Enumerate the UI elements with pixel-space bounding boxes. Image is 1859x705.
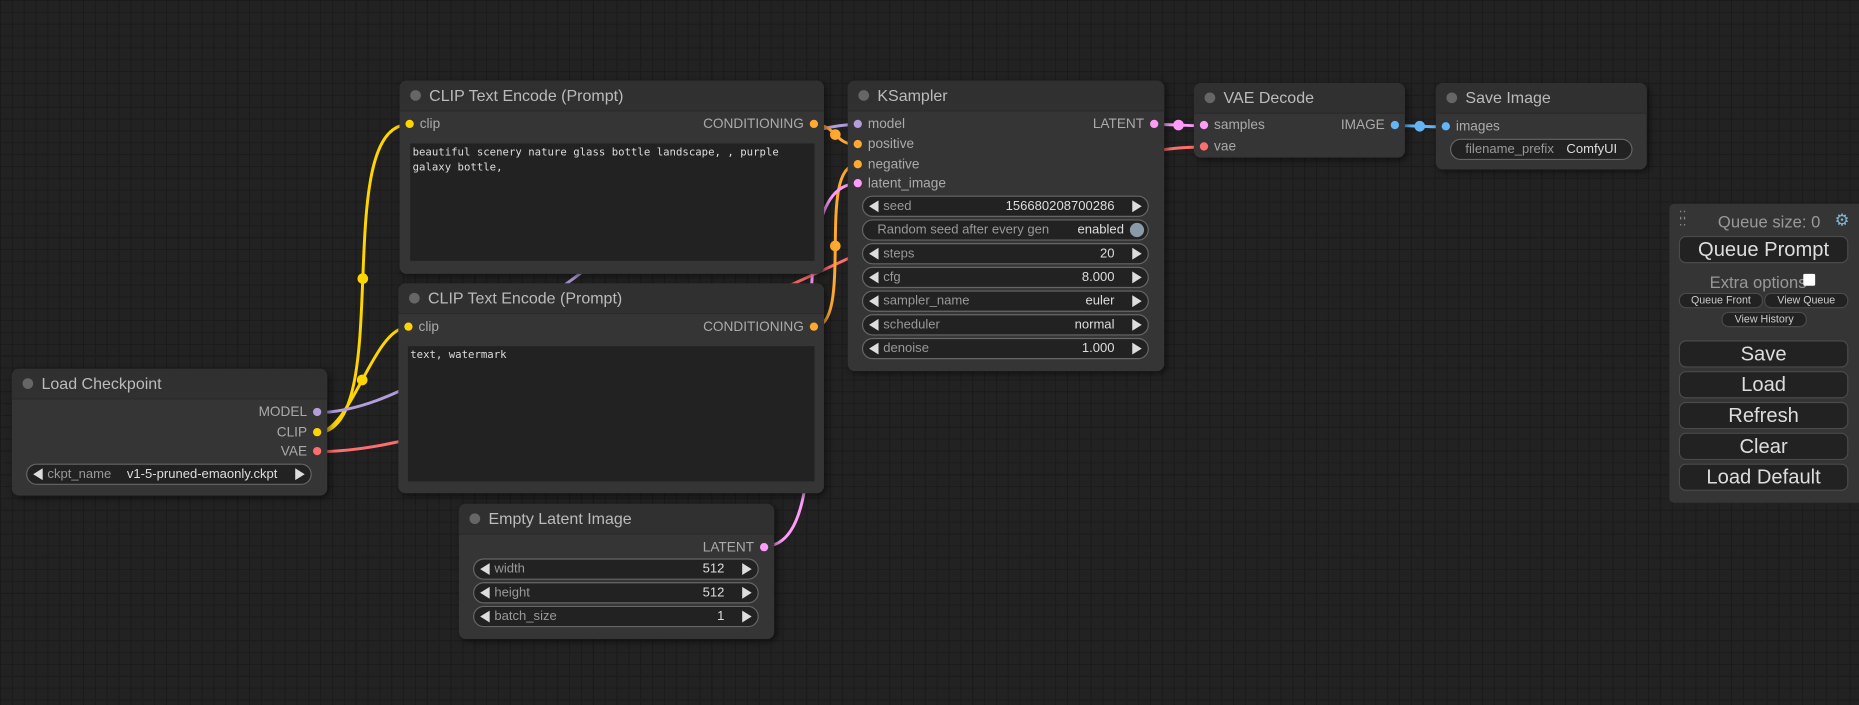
drag-handle-icon[interactable]: ⁚⁚ ⁚⁚ <box>1678 209 1687 229</box>
sampler-name-widget[interactable]: sampler_name euler <box>861 290 1149 312</box>
empty-latent-image-node[interactable]: Empty Latent Image LATENT width 512 height… <box>458 503 775 640</box>
arrow-right-icon[interactable] <box>295 468 305 481</box>
scheduler-widget[interactable]: scheduler normal <box>861 314 1149 336</box>
arrow-right-icon[interactable] <box>1132 247 1142 260</box>
positive-link-center-handle[interactable] <box>829 129 841 140</box>
arrow-right-icon[interactable] <box>1132 200 1142 213</box>
arrow-left-icon[interactable] <box>33 468 43 481</box>
clip-text-encode-negative-node[interactable]: CLIP Text Encode (Prompt) clip CONDITION… <box>398 283 824 494</box>
arrow-left-icon[interactable] <box>869 247 879 260</box>
prompt-textarea[interactable]: text, watermark <box>407 346 815 482</box>
output-image[interactable]: IMAGE <box>1341 117 1400 134</box>
arrow-right-icon[interactable] <box>742 586 752 599</box>
arrow-right-icon[interactable] <box>1132 318 1142 331</box>
node-title[interactable]: CLIP Text Encode (Prompt) <box>398 283 824 315</box>
denoise-widget[interactable]: denoise 1.000 <box>861 337 1149 360</box>
seed-widget[interactable]: seed 156680208700286 <box>861 195 1149 217</box>
output-latent[interactable]: LATENT <box>1093 116 1159 133</box>
collapse-dot-icon[interactable] <box>1204 92 1216 104</box>
prompt-textarea[interactable]: beautiful scenery nature glass bottle la… <box>410 143 815 261</box>
arrow-right-icon[interactable] <box>742 563 752 576</box>
view-history-button[interactable]: View History <box>1721 311 1807 328</box>
clip-link-1-center-handle[interactable] <box>357 273 369 284</box>
output-latent[interactable]: LATENT <box>703 539 769 556</box>
arrow-right-icon[interactable] <box>1132 342 1142 355</box>
collapse-dot-icon[interactable] <box>1446 92 1458 104</box>
filename-prefix-input[interactable]: filename_prefix ComfyUI <box>1449 138 1633 161</box>
refresh-button[interactable]: Refresh <box>1678 401 1849 430</box>
queue-size-label: Queue size: 0 <box>1717 212 1821 232</box>
node-title[interactable]: Empty Latent Image <box>458 503 775 535</box>
node-title[interactable]: Save Image <box>1435 82 1647 114</box>
arrow-right-icon[interactable] <box>1132 271 1142 284</box>
arrow-left-icon[interactable] <box>480 586 490 599</box>
view-queue-button[interactable]: View Queue <box>1764 292 1849 309</box>
input-positive[interactable]: positive <box>853 136 914 153</box>
height-widget[interactable]: height 512 <box>473 582 759 604</box>
load-button[interactable]: Load <box>1678 371 1849 399</box>
arrow-left-icon[interactable] <box>869 200 879 213</box>
queue-front-button[interactable]: Queue Front <box>1678 292 1763 309</box>
cfg-widget[interactable]: cfg 8.000 <box>861 266 1149 289</box>
node-title[interactable]: VAE Decode <box>1193 82 1405 114</box>
collapse-dot-icon[interactable] <box>22 378 34 389</box>
collapse-dot-icon[interactable] <box>409 292 420 304</box>
queue-prompt-button[interactable]: Queue Prompt <box>1678 235 1849 264</box>
arrow-left-icon[interactable] <box>869 318 879 331</box>
arrow-right-icon[interactable] <box>742 610 752 623</box>
vae-decode-node[interactable]: VAE Decode samples vae IMAGE <box>1193 82 1405 158</box>
ckpt-name-combo[interactable]: ckpt_name v1-5-pruned-emaonly.ckpt <box>26 463 312 485</box>
arrow-right-icon[interactable] <box>1132 295 1142 308</box>
clip-link-2-center-handle[interactable] <box>356 374 368 386</box>
extra-options-checkbox[interactable] <box>1803 273 1816 286</box>
steps-widget[interactable]: steps 20 <box>861 243 1149 265</box>
collapse-dot-icon[interactable] <box>410 90 421 101</box>
save-button[interactable]: Save <box>1678 340 1849 368</box>
side-menu: ⁚⁚ ⁚⁚ Queue size: 0 ⚙ Queue Prompt Extra … <box>1669 203 1859 503</box>
output-conditioning[interactable]: CONDITIONING <box>703 319 819 336</box>
output-model[interactable]: MODEL <box>259 404 322 421</box>
arrow-left-icon[interactable] <box>480 610 490 623</box>
arrow-left-icon[interactable] <box>869 271 879 284</box>
random-seed-toggle[interactable]: Random seed after every gen enabled <box>861 219 1149 241</box>
input-negative[interactable]: negative <box>853 156 919 173</box>
load-checkpoint-node[interactable]: Load Checkpoint MODEL CLIP VAE ckpt_name… <box>11 368 328 496</box>
samples-link-center-handle[interactable] <box>1173 119 1184 131</box>
image-link-center-handle[interactable] <box>1414 120 1426 132</box>
collapse-dot-icon[interactable] <box>469 513 481 525</box>
save-image-node[interactable]: Save Image images filename_prefix ComfyUI <box>1435 82 1647 170</box>
output-vae[interactable]: VAE <box>281 443 322 460</box>
output-clip[interactable]: CLIP <box>277 424 322 441</box>
arrow-left-icon[interactable] <box>869 295 879 308</box>
input-samples[interactable]: samples <box>1199 117 1265 134</box>
node-title[interactable]: KSampler <box>847 80 1165 112</box>
extra-options-label: Extra options <box>1709 272 1807 292</box>
collapse-dot-icon[interactable] <box>858 90 870 101</box>
toggle-knob-icon <box>1129 222 1145 238</box>
input-clip[interactable]: clip <box>404 319 439 336</box>
input-vae[interactable]: vae <box>1199 139 1236 156</box>
input-latent-image[interactable]: latent_image <box>853 175 946 192</box>
settings-gear-icon[interactable]: ⚙ <box>1834 209 1850 229</box>
batch-size-widget[interactable]: batch_size 1 <box>473 605 759 628</box>
output-conditioning[interactable]: CONDITIONING <box>703 116 819 133</box>
node-title[interactable]: Load Checkpoint <box>11 368 328 400</box>
input-clip[interactable]: clip <box>405 116 440 133</box>
arrow-left-icon[interactable] <box>480 563 490 576</box>
input-model[interactable]: model <box>853 116 905 133</box>
ksampler-node[interactable]: KSampler model positive negative latent_… <box>847 80 1165 372</box>
negative-link-center-handle[interactable] <box>829 240 841 252</box>
clip-text-encode-positive-node[interactable]: CLIP Text Encode (Prompt) clip CONDITION… <box>399 80 824 274</box>
width-widget[interactable]: width 512 <box>473 558 759 580</box>
load-default-button[interactable]: Load Default <box>1678 463 1849 491</box>
clear-button[interactable]: Clear <box>1678 432 1849 461</box>
arrow-left-icon[interactable] <box>869 342 879 355</box>
node-title[interactable]: CLIP Text Encode (Prompt) <box>399 80 824 112</box>
input-images[interactable]: images <box>1441 119 1500 136</box>
